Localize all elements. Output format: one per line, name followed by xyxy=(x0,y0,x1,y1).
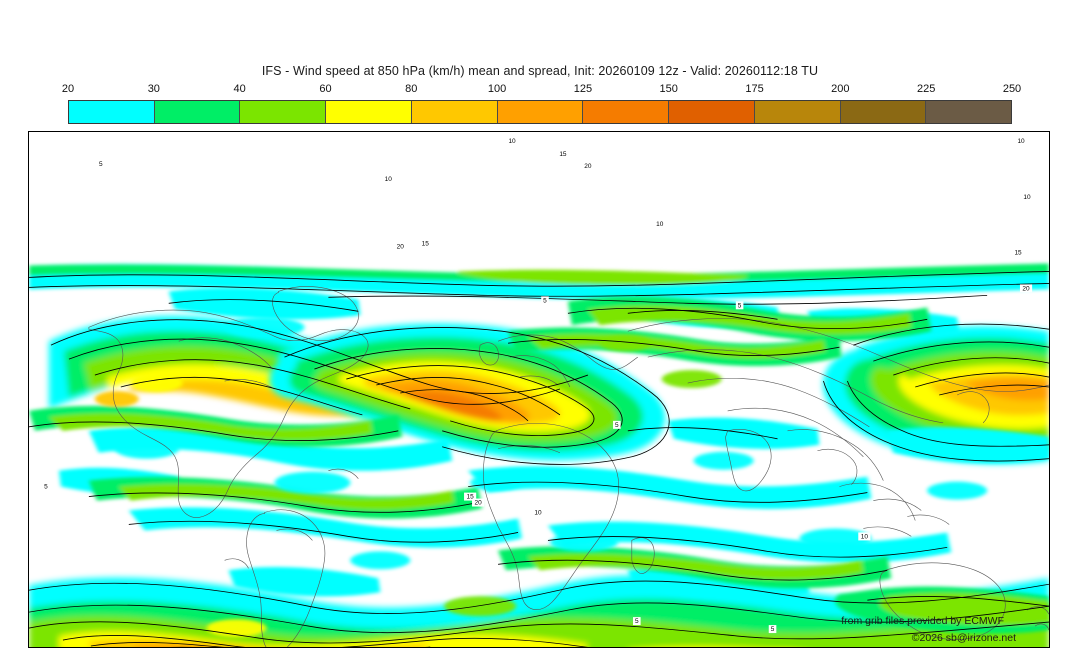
contour-label-10: 10 xyxy=(385,176,393,183)
colorbar-tick-60: 60 xyxy=(319,83,332,95)
contour-label-bg xyxy=(505,136,519,145)
colorbar-tick-225: 225 xyxy=(916,83,936,95)
contour-label-bg xyxy=(768,625,777,634)
contour-label-bg xyxy=(419,239,432,248)
contour-label-5: 5 xyxy=(44,484,48,491)
contour-label-5: 5 xyxy=(615,422,619,429)
contour-label-bg xyxy=(464,492,477,501)
colorbar-segment-175 xyxy=(754,101,841,123)
contour-label-20: 20 xyxy=(397,244,405,251)
colorbar: 20 30 40 60 80 100 125 150 175 200 225 250 xyxy=(62,83,1021,124)
contour-label-bg xyxy=(472,498,485,507)
contour-label-bg xyxy=(97,159,105,168)
colorbar-segment-225 xyxy=(926,101,1012,123)
contour-label-bg xyxy=(633,617,641,626)
colorbar-segment-150 xyxy=(669,101,755,123)
contour-label-bg xyxy=(735,301,744,310)
colorbar-tick-40: 40 xyxy=(233,83,246,95)
contour-label-bg xyxy=(858,532,871,541)
colorbar-tick-125: 125 xyxy=(573,83,593,95)
contour-label-bg xyxy=(653,219,666,228)
data-source-credit: from grib files provided by ECMWF xyxy=(841,615,1004,627)
colorbar-segment-80 xyxy=(411,101,498,123)
contour-label-10: 10 xyxy=(861,534,869,541)
contour-label-5: 5 xyxy=(543,297,547,304)
contour-label-bg xyxy=(1011,248,1025,257)
contour-label-10: 10 xyxy=(656,221,664,228)
colorbar-tick-200: 200 xyxy=(831,83,850,95)
colorbar-tick-20: 20 xyxy=(61,83,75,95)
spread-contours xyxy=(29,271,1049,647)
colorbar-segment-125 xyxy=(583,101,670,123)
colorbar-tick-250: 250 xyxy=(1002,83,1022,95)
colorbar-tick-100: 100 xyxy=(487,83,507,95)
colorbar-tick-30: 30 xyxy=(147,83,160,95)
colorbar-tick-150: 150 xyxy=(659,83,678,95)
colorbar-segment-100 xyxy=(497,101,584,123)
colorbar-segment-20 xyxy=(69,101,155,123)
colorbar-segment-60 xyxy=(326,101,412,123)
contour-label-bg xyxy=(556,149,570,158)
colorbar-segment-200 xyxy=(840,101,927,123)
contour-label-20: 20 xyxy=(1022,286,1030,293)
colorbar-segment-40 xyxy=(240,101,327,123)
contour-label-15: 15 xyxy=(422,241,430,248)
colorbar-tick-175: 175 xyxy=(745,83,764,95)
page-title: IFS - Wind speed at 850 hPa (km/h) mean … xyxy=(261,64,819,78)
colorbar-gradient xyxy=(68,100,1012,124)
contour-label-20: 20 xyxy=(475,500,483,507)
contour-label-5: 5 xyxy=(771,626,775,633)
weather-map[interactable]: 10 10 5 15 20 10 10 20 15 10 15 20 5 5 5 10 15 20 10 5 5 5 xyxy=(28,131,1050,648)
contour-label-10: 10 xyxy=(534,510,542,517)
contour-label-bg xyxy=(613,420,621,429)
contour-label-bg xyxy=(42,482,50,491)
contour-label-bg xyxy=(394,242,407,251)
colorbar-tick-80: 80 xyxy=(405,83,418,95)
contour-label-10: 10 xyxy=(1023,194,1031,201)
colorbar-segment-30 xyxy=(154,101,241,123)
contour-label-bg xyxy=(1020,192,1034,201)
contour-label-bg xyxy=(1014,136,1028,145)
contour-label-15: 15 xyxy=(1014,250,1022,257)
contour-label-bg xyxy=(581,161,594,170)
contour-label-5: 5 xyxy=(738,302,742,309)
contour-label-15: 15 xyxy=(559,151,567,158)
contour-label-bg xyxy=(541,296,549,305)
contour-label-bg xyxy=(1019,284,1033,293)
colorbar-tick-labels: 20 30 40 60 80 100 125 150 175 200 225 250 xyxy=(62,83,1021,99)
contour-label-20: 20 xyxy=(584,163,592,170)
contour-label-bg xyxy=(531,508,545,517)
contour-label-10: 10 xyxy=(1017,138,1025,145)
contour-label-15: 15 xyxy=(467,494,475,501)
contour-label-10: 10 xyxy=(508,138,516,145)
contour-label-5: 5 xyxy=(635,618,639,625)
copyright-credit: ©2026 sb@irizone.net xyxy=(911,632,1016,644)
contour-label-bg xyxy=(382,174,395,183)
contour-label-5: 5 xyxy=(99,161,103,168)
coastlines xyxy=(88,286,1049,647)
